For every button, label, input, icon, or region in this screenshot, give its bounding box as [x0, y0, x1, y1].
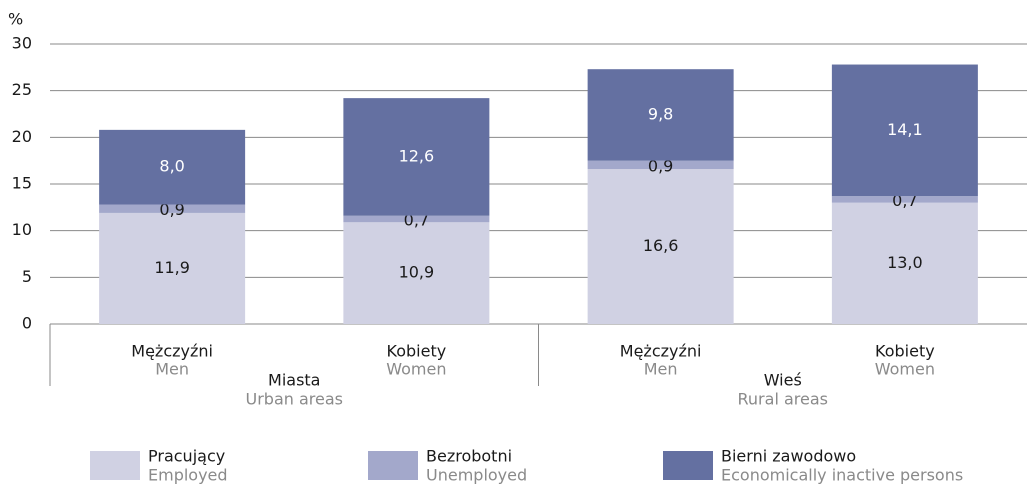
group-label-en: Urban areas	[246, 390, 344, 409]
x-tick-label: Mężczyźni	[131, 342, 213, 361]
value-label: 0,9	[648, 156, 673, 175]
y-tick-label: 30	[12, 34, 32, 53]
value-label: 0,9	[159, 200, 184, 219]
legend-label-en: Unemployed	[426, 466, 527, 485]
bar-segment	[343, 222, 490, 324]
group-label: Miasta	[268, 371, 320, 390]
y-tick-label: 20	[12, 127, 32, 146]
bar-segment	[587, 69, 734, 161]
x-tick-label: Kobiety	[875, 342, 935, 361]
y-unit: %	[8, 10, 23, 29]
legend-label: Bezrobotni	[426, 447, 512, 466]
x-tick-label-en: Men	[644, 360, 678, 379]
bar-segment	[831, 196, 978, 203]
legend-swatch	[368, 451, 418, 480]
value-label: 8,0	[159, 157, 184, 176]
legend-label: Pracujący	[148, 447, 225, 466]
value-label: 14,1	[887, 120, 923, 139]
bar-segment	[587, 160, 734, 170]
bar-segment	[831, 202, 978, 324]
bar-segment	[587, 169, 734, 324]
bar-segment	[99, 129, 246, 205]
y-tick-label: 15	[12, 174, 32, 193]
bar-segment	[831, 64, 978, 197]
legend-swatch	[90, 451, 140, 480]
legend-label-en: Employed	[148, 466, 228, 485]
legend-label-en: Economically inactive persons	[721, 466, 963, 485]
x-tick-label: Kobiety	[387, 342, 447, 361]
value-label: 11,9	[154, 258, 190, 277]
y-tick-label: 10	[12, 220, 32, 239]
legend-swatch	[663, 451, 713, 480]
x-tick-label-en: Women	[875, 360, 935, 379]
bar-segment	[343, 98, 490, 216]
legend-label: Bierni zawodowo	[721, 447, 856, 466]
group-label-en: Rural areas	[738, 390, 828, 409]
value-label: 13,0	[887, 253, 923, 272]
bar-segment	[343, 215, 490, 223]
value-label: 10,9	[399, 263, 435, 282]
x-tick-label: Mężczyźni	[620, 342, 702, 361]
value-label: 12,6	[399, 146, 435, 165]
y-tick-label: 5	[22, 267, 32, 286]
y-tick-label: 0	[22, 314, 32, 333]
group-label: Wieś	[764, 371, 802, 390]
x-tick-label-en: Women	[386, 360, 446, 379]
x-tick-label-en: Men	[155, 360, 189, 379]
bar-segment	[99, 212, 246, 324]
value-label: 9,8	[648, 104, 673, 123]
bar-segment	[99, 204, 246, 213]
y-tick-label: 25	[12, 80, 32, 99]
value-label: 16,6	[643, 236, 679, 255]
